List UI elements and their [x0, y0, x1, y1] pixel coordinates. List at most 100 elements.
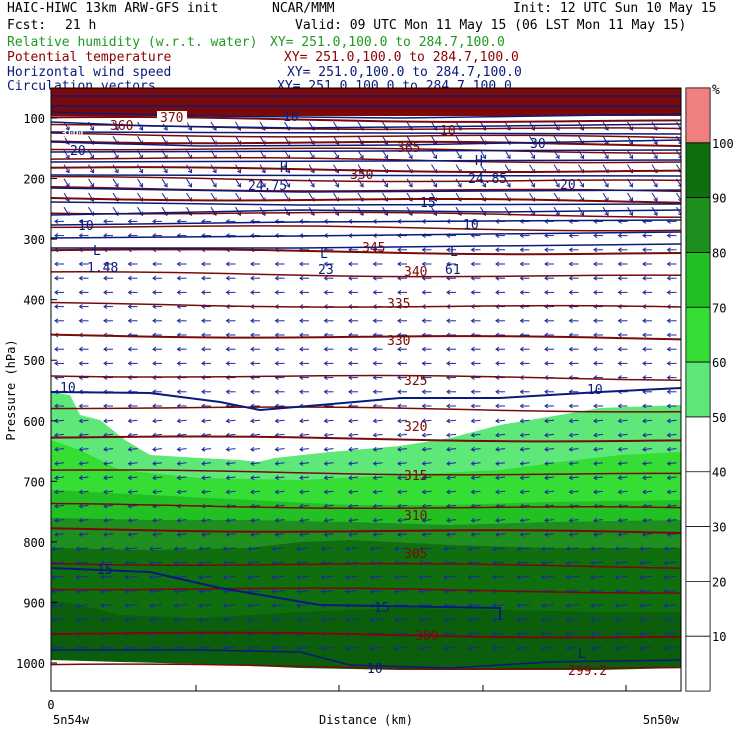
wind-vector-head	[274, 489, 279, 495]
wind-vector-head	[54, 517, 59, 523]
wind-vector	[152, 533, 163, 536]
wind-vector-head	[544, 346, 549, 352]
wind-vector	[299, 533, 310, 536]
wind-vector	[541, 561, 555, 564]
wind-vector-head	[78, 532, 83, 537]
wind-vector	[345, 547, 359, 550]
wind-vector-head	[345, 645, 350, 651]
wind-vector	[443, 632, 457, 635]
wind-vector-head	[152, 289, 157, 295]
theta-contour	[51, 333, 681, 341]
extremum-marker: L	[93, 244, 101, 259]
wind-vector-head	[470, 247, 475, 253]
wind-speed-label: 10	[78, 219, 94, 234]
wind-vector-head	[299, 346, 304, 352]
wind-vector	[419, 590, 432, 593]
wind-vector	[177, 433, 187, 436]
init-time: Init: 12 UTC Sun 10 May 15	[513, 1, 717, 16]
wind-vector	[223, 547, 236, 550]
theta-label: 360	[110, 119, 133, 134]
wind-vector-head	[617, 261, 622, 267]
y-tick-label: 700	[23, 475, 45, 489]
wind-vector-head	[372, 475, 377, 481]
theta-label: 335	[387, 297, 410, 312]
wind-vector-head	[173, 546, 178, 552]
wind-vector-head	[250, 532, 255, 537]
wind-vector-head	[397, 517, 402, 523]
wind-vector	[370, 590, 383, 593]
wind-vector	[664, 575, 677, 578]
wind-vector-head	[642, 489, 647, 495]
wind-vector-head	[369, 645, 374, 651]
wind-vector	[152, 490, 163, 493]
wind-vector-head	[639, 560, 644, 566]
wind-vector-head	[519, 475, 524, 481]
wind-vector	[275, 504, 285, 507]
wind-vector	[174, 646, 187, 649]
wind-vector	[495, 519, 506, 522]
wind-vector	[593, 490, 604, 493]
wind-vector-head	[75, 574, 80, 580]
theta-contour	[51, 175, 681, 183]
wind-vector	[520, 504, 530, 507]
wind-vector-head	[642, 289, 647, 295]
wind-vector-head	[51, 574, 56, 580]
wind-vector-head	[348, 275, 353, 281]
wind-vector-head	[176, 532, 181, 537]
wind-vector-head	[225, 461, 230, 466]
wind-vector-head	[568, 532, 573, 537]
wind-vector-head	[482, 183, 487, 188]
wind-vector-head	[152, 517, 157, 523]
wind-vector	[103, 490, 114, 493]
wind-vector	[54, 433, 65, 436]
wind-vector	[324, 419, 334, 422]
wind-vector-head	[617, 432, 622, 438]
wind-vector	[642, 448, 653, 451]
wind-vector	[345, 561, 359, 564]
wind-vector	[639, 561, 653, 564]
wind-vector	[128, 476, 138, 479]
wind-vector-head	[152, 218, 157, 224]
wind-vector-head	[565, 617, 570, 623]
wind-vector-head	[446, 346, 451, 352]
wind-vector	[517, 547, 530, 550]
wind-vector-head	[250, 360, 255, 366]
wind-vector-head	[51, 603, 56, 608]
wind-vector-head	[470, 532, 475, 537]
wind-vector	[520, 533, 530, 536]
wind-vector-head	[580, 183, 585, 188]
wind-vector-head	[348, 461, 353, 466]
wind-vector-head	[271, 574, 276, 580]
wind-vector	[272, 618, 285, 621]
wind-vector-head	[666, 275, 671, 281]
wind-vector-head	[372, 247, 377, 253]
wind-vector	[618, 462, 628, 465]
wind-vector-head	[446, 461, 451, 466]
wind-vector	[397, 519, 408, 522]
wind-vector-head	[639, 645, 644, 651]
wind-vector-head	[348, 475, 353, 481]
wind-vector-head	[90, 168, 95, 174]
colorbar-swatch	[685, 416, 711, 692]
colorbar-tick-label: 30	[712, 521, 726, 535]
wind-vector-head	[261, 183, 266, 188]
wind-vector-head	[250, 332, 255, 338]
wind-vector-head	[617, 532, 622, 537]
wind-vector-head	[274, 475, 279, 481]
wind-vector	[247, 604, 261, 607]
wind-vector	[296, 604, 310, 607]
wind-vector-head	[666, 360, 671, 366]
wind-vector-head	[222, 645, 227, 651]
wind-vector-head	[299, 389, 304, 395]
wind-vector	[348, 419, 359, 422]
wind-vector-head	[250, 446, 255, 452]
wind-vector	[590, 547, 604, 550]
wind-vector-head	[544, 489, 549, 495]
wind-vector-head	[54, 346, 59, 352]
wind-vector-head	[666, 403, 671, 409]
wind-vector	[235, 121, 241, 131]
wind-vector	[373, 448, 383, 451]
colorbar-tick-label: 80	[712, 246, 726, 260]
wind-vector-head	[127, 461, 132, 466]
wind-vector-head	[568, 403, 573, 409]
